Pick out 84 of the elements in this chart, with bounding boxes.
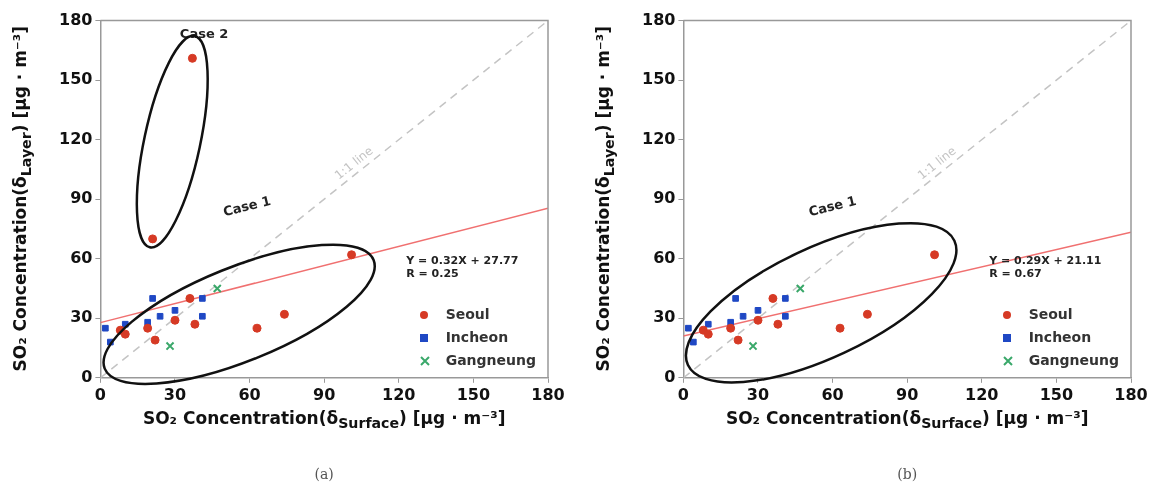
text: 1:1 line [915, 143, 959, 183]
point [148, 234, 158, 244]
y-tick-label: 30 [653, 307, 676, 327]
y-tick-label: 90 [653, 188, 676, 208]
point [733, 335, 743, 345]
x-tick-label: 150 [1039, 384, 1074, 404]
point [252, 323, 262, 333]
point [704, 320, 712, 328]
annotation: Case 1 [807, 192, 858, 220]
point [150, 335, 160, 345]
x-tick-label: 60 [821, 384, 844, 404]
point [773, 319, 783, 329]
x-axis-title: SO₂ Concentration(δ$_{Surface}$) [μg · m⁻³] [141, 407, 507, 432]
x-tick-label: 30 [746, 384, 770, 404]
annotation: Case 1 [221, 192, 273, 220]
y-tick-label: 120 [641, 128, 676, 148]
x-tick-label: 120 [382, 384, 416, 404]
x-tick-label: 0 [94, 384, 106, 404]
point [143, 323, 153, 333]
x-tick-label: 90 [896, 384, 919, 404]
point [102, 324, 109, 332]
point [795, 283, 805, 294]
annotation: Y = 0.32X + 27.77 [405, 253, 519, 267]
point [726, 323, 736, 333]
y-tick-label: 60 [653, 247, 676, 267]
point [171, 307, 179, 314]
y-tick-label: 120 [58, 128, 93, 148]
point [187, 53, 197, 63]
x-axis-title: SO₂ Concentration(δ$_{Surface}$) [μg · m⁻³] [724, 407, 1090, 432]
point [149, 295, 156, 302]
legend-label: Incheon [444, 327, 510, 347]
point [782, 295, 789, 302]
text: (a) [313, 466, 335, 482]
point [703, 329, 713, 339]
point [156, 312, 164, 320]
y-tick-label: 60 [70, 247, 93, 267]
y-tick-label: 180 [58, 9, 93, 29]
x-tick-label: 0 [677, 384, 689, 404]
x-tick-label: 30 [163, 384, 187, 404]
y-tick-label: 150 [58, 69, 93, 89]
point [862, 309, 872, 319]
legend-label: Gangneung [444, 350, 536, 370]
point [199, 312, 206, 320]
point [768, 293, 778, 303]
y-tick-label: 0 [81, 366, 93, 386]
point [732, 295, 739, 302]
y-tick-label: 90 [70, 188, 93, 208]
point [748, 341, 758, 351]
y-tick-label: 0 [664, 366, 676, 386]
point [835, 323, 845, 333]
point [199, 295, 206, 302]
point [739, 312, 747, 320]
legend-label: Seoul [1027, 304, 1074, 324]
point [279, 309, 289, 319]
point [120, 329, 130, 339]
point [347, 250, 357, 260]
point [690, 338, 697, 346]
point [185, 293, 195, 303]
point [930, 250, 940, 260]
x-tick-label: 60 [238, 384, 261, 404]
point [165, 341, 175, 351]
text: (b) [896, 466, 919, 482]
x-tick-label: 90 [313, 384, 336, 404]
legend-label: Seoul [444, 304, 491, 324]
x-tick-label: 180 [1114, 384, 1148, 404]
x-tick-label: 150 [456, 384, 491, 404]
point [170, 315, 180, 325]
legend-label: Incheon [1027, 327, 1093, 347]
text: 1:1 line [332, 143, 376, 183]
point [754, 307, 762, 314]
point [753, 315, 763, 325]
annotation: R = 0.25 [406, 267, 459, 281]
y-tick-label: 180 [641, 9, 676, 29]
y-tick-label: 30 [70, 307, 93, 327]
point [212, 283, 222, 294]
x-tick-label: 180 [531, 384, 565, 404]
point [685, 324, 692, 332]
annotation: Y = 0.29X + 21.11 [988, 253, 1102, 267]
x-tick-label: 120 [965, 384, 999, 404]
y-tick-label: 150 [641, 69, 676, 89]
point [782, 312, 789, 320]
annotation: R = 0.67 [989, 267, 1042, 281]
point [190, 319, 200, 329]
legend-label: Gangneung [1027, 350, 1119, 370]
